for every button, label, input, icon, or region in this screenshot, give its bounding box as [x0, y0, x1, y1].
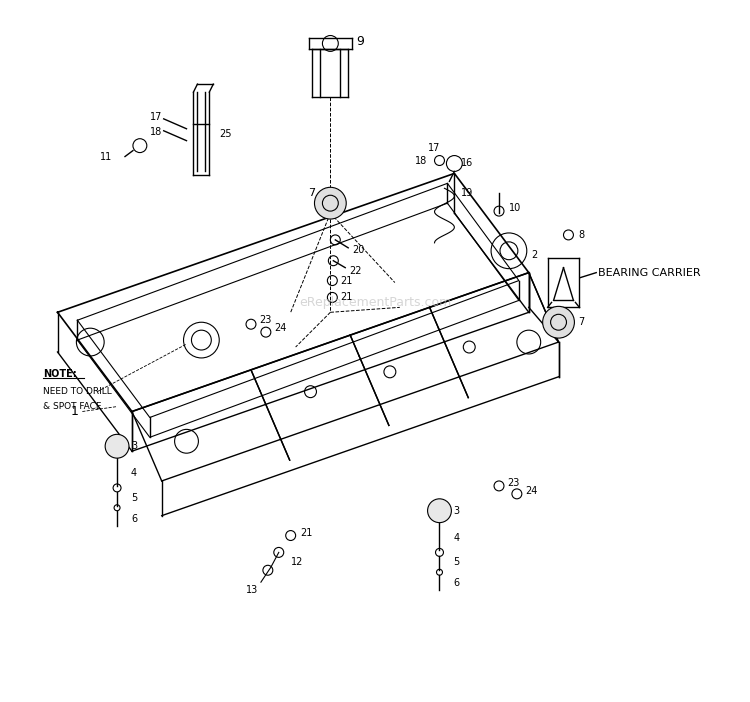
Text: 25: 25 [219, 128, 232, 139]
Text: 4: 4 [453, 533, 460, 543]
Text: 21: 21 [340, 293, 352, 303]
Text: 5: 5 [131, 493, 137, 503]
Text: 21: 21 [301, 527, 313, 538]
Text: 7: 7 [308, 188, 316, 198]
Text: 24: 24 [274, 323, 286, 333]
Text: 22: 22 [350, 265, 361, 276]
Text: 6: 6 [453, 578, 460, 588]
Circle shape [314, 187, 346, 219]
Text: & SPOT FACE: & SPOT FACE [43, 402, 101, 411]
Text: 18: 18 [150, 127, 162, 137]
Text: 16: 16 [461, 159, 473, 168]
Text: 24: 24 [525, 486, 537, 496]
Text: 3: 3 [131, 442, 137, 451]
Text: 3: 3 [453, 505, 460, 516]
Text: 19: 19 [461, 188, 473, 198]
Text: 23: 23 [507, 478, 519, 488]
Text: 1: 1 [70, 405, 78, 418]
Circle shape [427, 499, 451, 522]
Text: 6: 6 [131, 514, 137, 524]
Text: 23: 23 [259, 315, 272, 325]
Text: BEARING CARRIER: BEARING CARRIER [598, 267, 700, 277]
Circle shape [543, 306, 574, 338]
Circle shape [105, 435, 129, 458]
Text: 18: 18 [415, 156, 427, 166]
Text: 7: 7 [578, 317, 585, 327]
Text: 12: 12 [291, 557, 303, 567]
Text: 8: 8 [578, 230, 584, 240]
Text: 2: 2 [531, 250, 537, 260]
Text: NOTE:: NOTE: [43, 369, 76, 379]
Text: 4: 4 [131, 468, 137, 478]
Text: 13: 13 [246, 585, 258, 595]
Text: eReplacementParts.com: eReplacementParts.com [298, 296, 452, 309]
Text: 11: 11 [100, 152, 112, 161]
Text: 5: 5 [453, 557, 460, 567]
Text: 17: 17 [427, 143, 440, 152]
Text: 21: 21 [340, 276, 352, 286]
Text: 20: 20 [352, 245, 364, 255]
Text: 9: 9 [356, 35, 364, 48]
Text: NEED TO DRILL: NEED TO DRILL [43, 388, 112, 396]
Text: 10: 10 [509, 203, 521, 213]
Text: 17: 17 [150, 112, 162, 122]
